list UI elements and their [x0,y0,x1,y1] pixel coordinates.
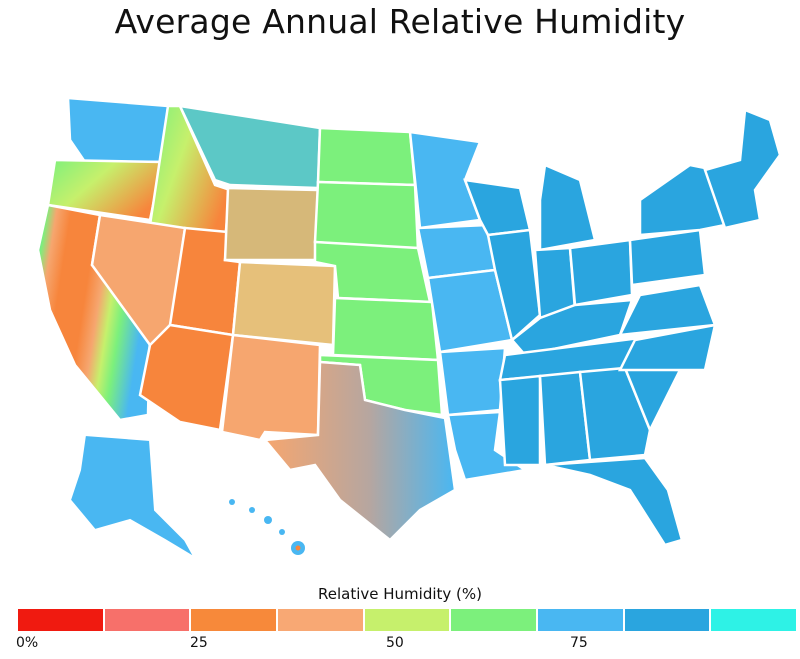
state-south-dakota [313,180,420,252]
state-north-carolina [617,323,717,372]
state-washington [66,96,170,164]
legend-swatch [191,609,277,631]
legend-tick-label: 25 [190,635,208,651]
state-north-dakota [316,126,417,187]
legend-swatch [538,609,623,631]
state-florida [544,456,684,547]
legend-tick-label: 0% [16,635,39,651]
state-new-england [703,108,782,230]
legend-swatch [104,609,190,631]
state-kansas [331,296,440,362]
legend-swatch [278,609,363,631]
legend-swatch [18,609,103,631]
state-hawaii [229,499,305,555]
map-title: Average Annual Relative Humidity [114,2,686,41]
state-arizona [138,323,235,432]
state-michigan [538,163,597,252]
state-wyoming [223,186,320,262]
state-iowa [416,223,497,280]
state-arkansas [438,346,507,417]
legend-title: Relative Humidity (%) [318,585,482,603]
state-texas [262,360,457,542]
state-virginia [617,283,717,337]
state-pennsylvania [628,228,707,287]
state-montana [177,104,322,190]
state-colorado [231,260,337,347]
legend-swatch [364,609,450,631]
legend-swatch [624,609,710,631]
legend-tick-label: 50 [386,635,404,651]
state-new-mexico [220,333,322,442]
legend-tick-label: 75 [570,635,588,651]
legend-color-scale [18,609,797,631]
state-mississippi [498,374,542,467]
legend-swatch [451,609,537,631]
state-ohio [568,238,634,307]
us-humidity-map [36,96,782,561]
state-georgia [578,366,652,462]
legend-swatch [711,609,797,631]
state-alaska [68,433,198,561]
